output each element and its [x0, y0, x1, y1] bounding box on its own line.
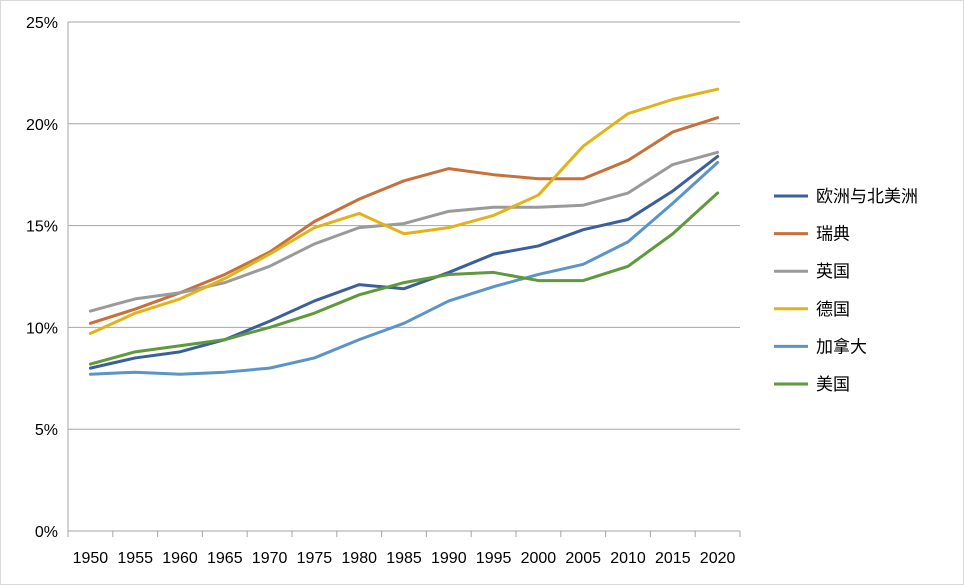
- x-tick-label: 1985: [386, 550, 422, 567]
- series-line-3: [88, 150, 720, 313]
- x-tick-label: 2010: [610, 550, 646, 567]
- series-line-2: [88, 116, 720, 325]
- grid-lines: [68, 21, 740, 430]
- series-line-5: [88, 160, 720, 376]
- x-tick-label: 2020: [700, 550, 736, 567]
- legend-label: 英国: [816, 262, 850, 282]
- legend-label: 瑞典: [816, 225, 850, 245]
- x-tick-label: 1950: [73, 550, 109, 567]
- axes: 0% 5% 10% 15% 20% 25% 1950 1955 1960 1965 1970 1975…: [26, 15, 741, 567]
- y-tick-label: 0%: [35, 524, 58, 541]
- legend-label: 加拿大: [816, 336, 867, 357]
- x-tick-label: 2005: [565, 550, 601, 567]
- x-tick-label: 1975: [297, 550, 333, 567]
- x-tick-label: 1990: [431, 550, 467, 567]
- series-line-4: [88, 87, 720, 336]
- legend-label: 德国: [816, 300, 850, 320]
- series-lines: [88, 87, 720, 376]
- series-line-6: [88, 191, 720, 366]
- y-tick-label: 25%: [26, 15, 58, 32]
- y-tick-label: 15%: [26, 219, 58, 236]
- x-tick-label: 1960: [162, 550, 198, 567]
- x-tick-label: 2000: [521, 550, 557, 567]
- x-tick-label: 1965: [207, 550, 243, 567]
- y-tick-label: 5%: [35, 422, 58, 439]
- y-tick-label: 10%: [26, 320, 58, 337]
- x-tick-label: 1995: [476, 550, 512, 567]
- series-line-1: [88, 154, 720, 370]
- legend-label: 美国: [816, 375, 850, 395]
- x-tick-label: 1955: [117, 550, 153, 567]
- x-tick-label: 1970: [252, 550, 288, 567]
- x-tick-label: 1980: [341, 550, 377, 567]
- legend-label: 欧洲与北美洲: [816, 187, 918, 207]
- x-tick-label: 2015: [655, 550, 691, 567]
- y-tick-label: 20%: [26, 117, 58, 134]
